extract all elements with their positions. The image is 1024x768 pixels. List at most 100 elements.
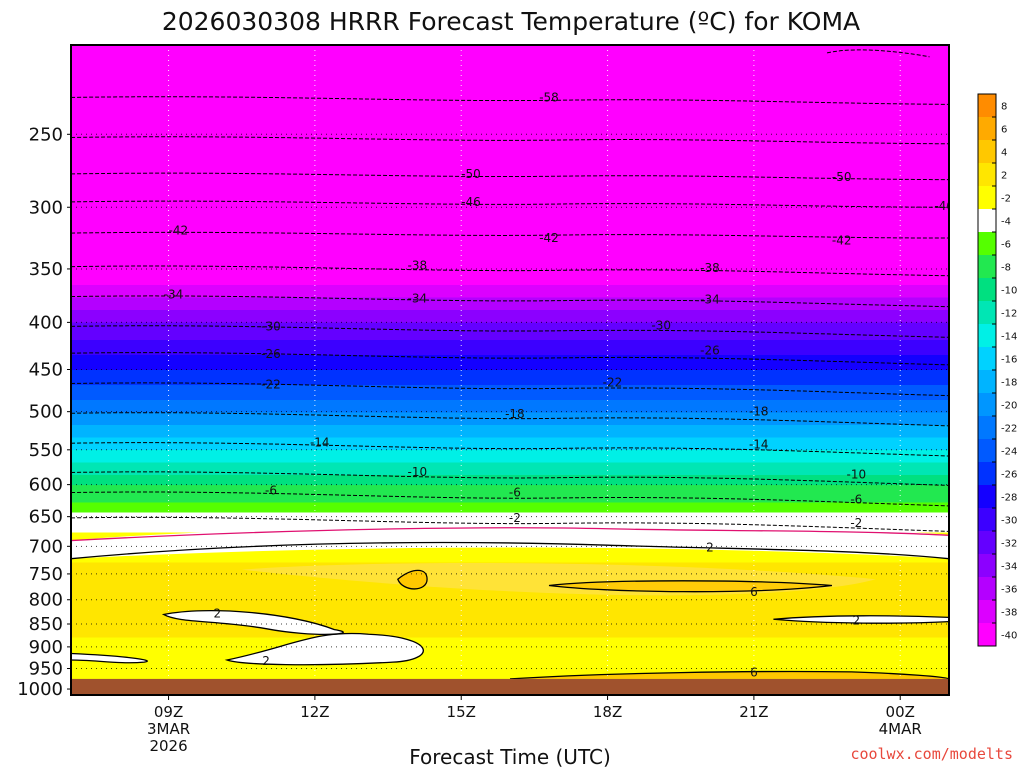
contour-label: -46 bbox=[461, 195, 481, 209]
colorbar-swatch bbox=[978, 485, 996, 509]
contour-label: -42 bbox=[169, 224, 189, 238]
contour-line bbox=[71, 136, 949, 145]
contour-label: 2 bbox=[262, 654, 270, 668]
contour-line bbox=[71, 172, 949, 181]
colorbar-label: -24 bbox=[1001, 447, 1017, 458]
contour-line bbox=[826, 49, 930, 58]
contour-line bbox=[71, 200, 949, 208]
colorbar-swatch bbox=[978, 577, 996, 601]
colorbar-swatch bbox=[978, 94, 996, 118]
colorbar-swatch bbox=[978, 117, 996, 141]
contour-label: -14 bbox=[749, 438, 769, 452]
contour-label: -42 bbox=[832, 234, 852, 248]
contour-label: -38 bbox=[700, 261, 720, 275]
x-tick-label: 3MAR bbox=[147, 720, 190, 738]
contour-label: -34 bbox=[164, 287, 184, 301]
contour-line-solid bbox=[397, 569, 428, 590]
contour-label: -46 bbox=[934, 199, 954, 213]
plot-area: -58 -50 -50 -46 -46 -42 -42 -42 -38 -38 -34 -34 -34 -… bbox=[71, 45, 954, 695]
contour-label: -42 bbox=[539, 231, 559, 245]
contour-label: -22 bbox=[603, 376, 623, 390]
ground-mask bbox=[71, 678, 949, 695]
colorbar-swatch bbox=[978, 508, 996, 532]
colorbar-swatch bbox=[978, 370, 996, 394]
contour-line bbox=[71, 96, 949, 105]
colorbar-label: -26 bbox=[1001, 470, 1017, 481]
colorbar-label: -28 bbox=[1001, 493, 1017, 504]
colorbar-swatch bbox=[978, 623, 996, 647]
contour-line bbox=[71, 471, 949, 486]
warm-core-patch bbox=[549, 580, 832, 592]
contour-label: 6 bbox=[750, 585, 758, 599]
x-tick-label: 4MAR bbox=[879, 720, 922, 738]
contour-label: 2 bbox=[853, 614, 861, 628]
colorbar-label: -6 bbox=[1001, 240, 1011, 251]
colorbar-label: -8 bbox=[1001, 263, 1011, 274]
colorbar-label: -12 bbox=[1001, 309, 1017, 320]
contour-line bbox=[71, 295, 949, 308]
colorbar-label: -2 bbox=[1001, 194, 1011, 205]
x-tick-label: 15Z bbox=[447, 703, 476, 721]
grid-lines bbox=[71, 45, 949, 695]
colorbar-label: -38 bbox=[1001, 608, 1017, 619]
contour-label: 6 bbox=[750, 666, 758, 680]
contour-line bbox=[71, 325, 949, 338]
x-tick-label: 00Z bbox=[886, 703, 915, 721]
colorbar-label: 2 bbox=[1001, 171, 1007, 182]
colorbar-swatch bbox=[978, 416, 996, 440]
colorbar-swatch bbox=[978, 600, 996, 624]
contour-label: -26 bbox=[700, 343, 720, 357]
contour-label: -2 bbox=[850, 516, 862, 530]
y-tick-label: 800 bbox=[29, 590, 63, 611]
colorbar-swatch bbox=[978, 140, 996, 164]
contour-line-solid bbox=[509, 670, 949, 680]
cool-patch-1 bbox=[163, 610, 344, 635]
contour-lines bbox=[71, 49, 949, 680]
colorbar-swatch bbox=[978, 209, 996, 233]
x-tick-label: 09Z bbox=[154, 703, 183, 721]
colorbar-label: -18 bbox=[1001, 378, 1017, 389]
y-tick-label: 250 bbox=[29, 124, 63, 145]
colorbar-swatch bbox=[978, 554, 996, 578]
colorbar: 8 6 4 2 -2 -4 -6 -8 -10 -12 -14 -16 -18 -20 -22 -24 -26 -… bbox=[977, 93, 1017, 647]
colorbar-swatch bbox=[978, 255, 996, 279]
x-axis-label: Forecast Time (UTC) bbox=[409, 745, 611, 768]
contour-label: -18 bbox=[749, 405, 769, 419]
contour-line-solid bbox=[548, 580, 833, 593]
chart-title: 2026030308 HRRR Forecast Temperature (ºC… bbox=[162, 7, 860, 36]
colorbar-swatch bbox=[978, 462, 996, 486]
contour-label: -30 bbox=[261, 319, 281, 333]
x-tick-label: 12Z bbox=[300, 703, 329, 721]
contour-label: -14 bbox=[310, 435, 330, 449]
contour-line-solid bbox=[773, 615, 949, 624]
contour-label: -34 bbox=[408, 292, 428, 306]
contour-line-2c bbox=[71, 541, 949, 560]
x-tick-label: 2026 bbox=[149, 737, 187, 755]
colorbar-swatch bbox=[978, 186, 996, 210]
contour-label: -2 bbox=[509, 511, 521, 525]
y-tick-label: 350 bbox=[29, 259, 63, 280]
contour-label: -6 bbox=[850, 493, 862, 507]
colorbar-label: 6 bbox=[1001, 125, 1007, 136]
contour-label: -30 bbox=[651, 318, 671, 332]
y-tick-label: 600 bbox=[29, 475, 63, 496]
x-tick-label: 21Z bbox=[739, 703, 768, 721]
y-tick-label: 450 bbox=[29, 360, 63, 381]
contour-label: -58 bbox=[539, 90, 559, 104]
y-tick-label: 1000 bbox=[17, 679, 63, 700]
contour-label: -6 bbox=[509, 486, 521, 500]
contour-line bbox=[71, 265, 949, 277]
cool-patch-4 bbox=[773, 615, 949, 624]
colorbar-swatch bbox=[978, 531, 996, 555]
y-tick-label: 650 bbox=[29, 507, 63, 528]
contour-line bbox=[71, 516, 949, 532]
colorbar-swatch bbox=[978, 393, 996, 417]
colorbar-swatch bbox=[978, 278, 996, 302]
freezing-line bbox=[71, 527, 949, 542]
colorbar-swatch bbox=[978, 232, 996, 256]
colorbar-swatch bbox=[978, 439, 996, 463]
contour-line-solid bbox=[71, 652, 148, 664]
contour-line bbox=[71, 412, 949, 427]
